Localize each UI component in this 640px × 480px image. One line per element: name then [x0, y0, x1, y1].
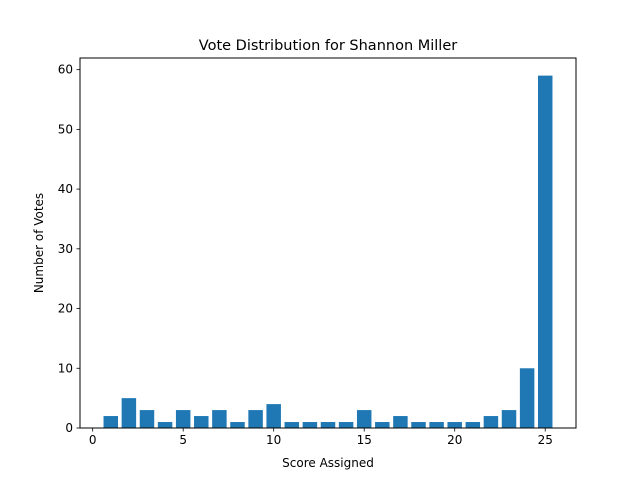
bar [302, 422, 318, 428]
bar [356, 410, 372, 428]
bar [139, 410, 155, 428]
y-tick-label: 50 [58, 122, 73, 136]
bar [212, 410, 227, 428]
x-axis-label: Score Assigned [282, 456, 374, 470]
y-tick-label: 0 [65, 421, 73, 435]
bar [284, 422, 300, 428]
chart-title: Vote Distribution for Shannon Miller [199, 38, 457, 54]
y-tick-label: 60 [58, 63, 73, 77]
bar [483, 416, 499, 428]
bar [465, 422, 481, 428]
x-axis-ticks: 0 5 10 15 20 25 [89, 428, 553, 447]
bar [248, 410, 263, 428]
x-tick-label: 20 [447, 433, 462, 447]
bar [411, 422, 426, 428]
bar [157, 422, 173, 428]
y-axis-ticks: 0 10 20 30 40 50 60 [58, 63, 80, 435]
bar [429, 422, 444, 428]
bar [266, 404, 281, 428]
x-tick-label: 0 [89, 433, 97, 447]
bar [230, 422, 245, 428]
bar [393, 416, 408, 428]
bar [338, 422, 354, 428]
bar [175, 410, 191, 428]
bar [103, 416, 119, 428]
plot-frame [79, 57, 577, 429]
x-tick-label: 25 [538, 433, 553, 447]
bar [537, 75, 553, 429]
bar [501, 410, 517, 428]
bars-group [103, 75, 553, 429]
bar [519, 368, 535, 428]
bar [121, 398, 137, 428]
y-tick-label: 40 [58, 182, 73, 196]
bar [320, 422, 336, 428]
y-tick-label: 10 [58, 361, 73, 375]
y-tick-label: 30 [58, 242, 73, 256]
bar [375, 422, 390, 428]
x-tick-label: 5 [179, 433, 187, 447]
x-tick-label: 10 [266, 433, 281, 447]
y-tick-label: 20 [58, 302, 73, 316]
x-tick-label: 15 [357, 433, 372, 447]
bar [194, 416, 209, 428]
y-axis-label: Number of Votes [32, 193, 46, 293]
bar [447, 422, 462, 428]
